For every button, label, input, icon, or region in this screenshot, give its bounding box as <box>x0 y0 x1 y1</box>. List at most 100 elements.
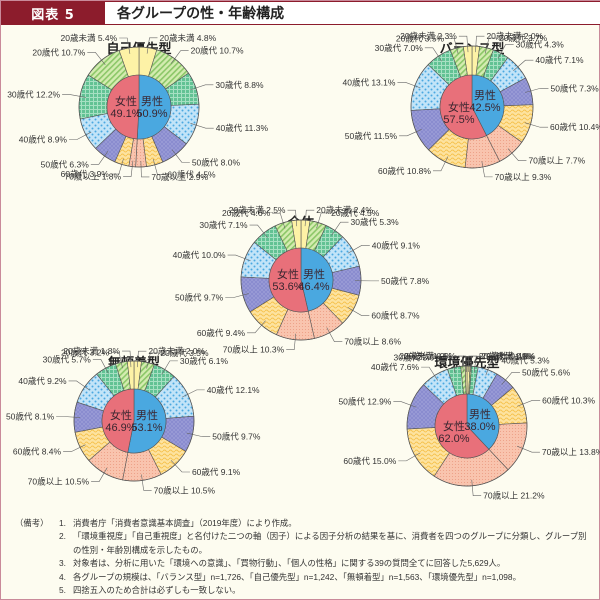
leader-line <box>110 158 124 175</box>
segment-label: 30歳代 6.1% <box>180 356 229 366</box>
segment-label: 60歳代 4.5% <box>167 170 216 180</box>
leader-line <box>524 87 549 93</box>
male-share <box>300 247 334 312</box>
ring-outline <box>406 365 528 487</box>
leader-line <box>119 37 131 54</box>
leader-line <box>287 209 298 227</box>
segment-label: 20歳代 4.5% <box>331 208 380 218</box>
leader-line <box>443 357 456 374</box>
male-share <box>127 388 167 454</box>
segment-label: 50歳代 11.5% <box>345 131 398 141</box>
note-row-3: 3. 対象者は、分析に用いた「環境への意識」、「買物行動」、「個人の性格」に関す… <box>15 557 591 570</box>
female-label: 女性 <box>277 267 299 281</box>
segment-label: 40歳代 7.6% <box>371 362 420 372</box>
segment-label: 20歳未満 2.0% <box>486 31 543 41</box>
note-indent <box>15 557 59 570</box>
charts-area: 自己優先型20歳未満 4.8%20歳代 10.7%30歳代 8.8%40歳代 1… <box>1 25 600 515</box>
note-number: 5. <box>59 585 66 596</box>
segment-label: 20歳代 10.7% <box>32 47 85 57</box>
female-label: 女性 <box>110 408 132 422</box>
female-label: 女性 <box>448 100 470 114</box>
female-label: 女性 <box>115 94 137 108</box>
segment-label: 30歳代 4.3% <box>516 39 565 49</box>
segment-label: 40歳代 11.3% <box>216 123 269 133</box>
segment-label: 60歳代 8.7% <box>371 310 420 320</box>
leader-line <box>507 148 527 161</box>
leader-line <box>161 360 178 375</box>
figure-header: 図表 5 各グループの性・年齢構成 <box>1 1 600 25</box>
ring-outline <box>73 360 195 482</box>
leader-line <box>398 452 421 462</box>
note-number: 1. <box>59 518 66 528</box>
leader-line <box>421 366 439 381</box>
segment-label: 30歳代 1.8% <box>486 352 535 362</box>
note-number: 2. <box>59 531 66 542</box>
segment-label: 70歳以上 21.2% <box>483 491 545 501</box>
leader-line <box>63 444 86 453</box>
segment-label: 60歳代 8.4% <box>13 447 62 457</box>
male-label: 男性 <box>141 94 163 108</box>
segment-label: 30歳代 12.2% <box>7 90 60 100</box>
male-percent: 46.4% <box>298 281 329 293</box>
leader-line <box>190 123 214 129</box>
leader-line <box>146 37 158 54</box>
segment-label: 20歳代 1.2% <box>404 351 453 361</box>
donut-chart-3: 全体20歳未満 2.4%20歳代 4.5%30歳代 5.3%40歳代 9.1%5… <box>173 205 430 354</box>
leader-line <box>87 52 106 65</box>
segment-label: 20歳未満 0.5% <box>399 351 456 361</box>
segment-label: 30歳代 3.6% <box>394 353 443 363</box>
male-label: 男性 <box>303 267 325 281</box>
note-number: 4. <box>59 571 66 582</box>
note-text: 対象者は、分析に用いた「環境への意識」、「買物行動」、「個人の性格」に関する39… <box>73 558 506 569</box>
donut-chart-2: バランス型20歳未満 2.0%20歳代 3.7%30歳代 4.3%40歳代 7.… <box>343 31 600 182</box>
notes-heading: （備考） <box>15 518 49 528</box>
segment-label: 20歳代 4.6% <box>222 208 271 218</box>
note-text: 各グループの規模は、「バランス型」n=1,726、「自己優先型」n=1,242、… <box>73 571 521 582</box>
leader-line <box>516 445 540 453</box>
leader-line <box>123 160 134 177</box>
leader-line <box>471 479 482 497</box>
segment-label: 40歳代 13.1% <box>343 77 396 87</box>
leader-line <box>140 160 150 178</box>
leader-line <box>513 59 534 71</box>
segment-label: 20歳未満 5.4% <box>61 33 118 43</box>
ring-outline <box>410 45 534 169</box>
note-indent <box>15 530 59 557</box>
leader-line <box>227 254 251 262</box>
segment-label: 60歳代 10.3% <box>542 395 595 405</box>
segment-label: 40歳代 12.1% <box>207 385 260 395</box>
segment-label: 30歳代 8.8% <box>215 80 264 90</box>
leader-line <box>484 37 498 54</box>
segment-label: 30歳代 5.3% <box>351 217 400 227</box>
leader-line <box>524 122 549 128</box>
leader-line <box>331 221 349 236</box>
segment-label: 70歳以上 10.3% <box>223 345 285 355</box>
segment-label: 20歳未満 1.8% <box>63 346 120 356</box>
segment-label: 50歳代 6.3% <box>41 159 90 169</box>
segment-label: 70歳以上 9.3% <box>495 172 552 182</box>
segment-label: 20歳未満 0.8% <box>479 351 536 361</box>
leader-line <box>141 474 152 491</box>
leader-line <box>316 212 330 229</box>
segment-label: 60歳代 15.0% <box>343 456 396 466</box>
leader-line <box>170 460 190 473</box>
leader-line <box>247 320 266 334</box>
leader-line <box>458 35 469 53</box>
segment-label: 50歳代 9.7% <box>212 432 261 442</box>
male-percent: 53.1% <box>131 422 162 434</box>
leader-line <box>272 212 286 229</box>
leader-line <box>393 401 417 408</box>
note-row-4: 4. 各グループの規模は、「バランス型」n=1,726、「自己優先型」n=1,2… <box>15 571 591 584</box>
donut-charts: 自己優先型20歳未満 4.8%20歳代 10.7%30歳代 8.8%40歳代 1… <box>6 31 600 501</box>
leader-line <box>304 209 315 227</box>
donut-chart-1: 自己優先型20歳未満 4.8%20歳代 10.7%30歳代 8.8%40歳代 1… <box>7 33 268 182</box>
male-percent: 50.9% <box>136 108 167 120</box>
segment-label: 70歳以上 7.7% <box>528 156 585 166</box>
note-row-1: （備考） 1. 消費者庁「消費者意識基本調査」（2019年度）により作成。 <box>15 517 591 530</box>
male-share <box>136 74 172 140</box>
segment-label: 60歳代 3.9% <box>61 169 110 179</box>
leader-line <box>326 327 343 342</box>
segment-label: 20歳未満 2.5% <box>229 205 286 215</box>
leader-line <box>186 432 211 437</box>
